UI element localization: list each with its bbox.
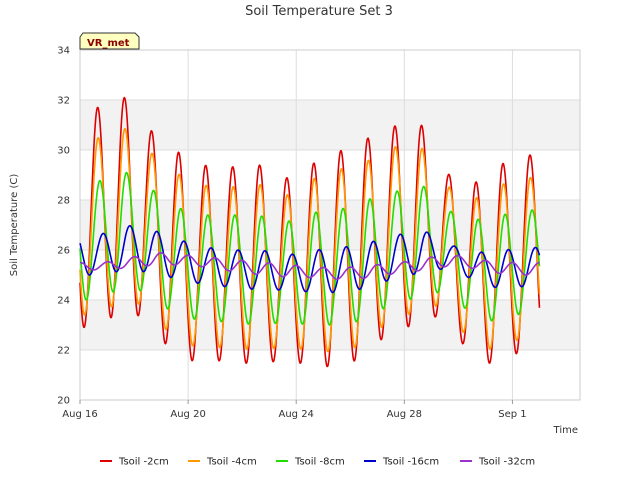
y-tick-label: 32 — [57, 96, 70, 107]
y-tick-label: 30 — [57, 146, 70, 157]
series-line — [79, 171, 541, 326]
plot-band — [80, 100, 580, 150]
series-line — [79, 127, 541, 353]
legend: Tsoil -2cm Tsoil -4cm Tsoil -8cm Tsoil -16c… — [100, 457, 535, 468]
series-line — [79, 224, 541, 294]
plot-band — [80, 200, 580, 250]
station-badge-box — [79, 32, 140, 50]
x-tick-label: Aug 28 — [387, 409, 422, 420]
station-badge-text: VR_met — [87, 38, 130, 49]
y-tick-label: 26 — [57, 246, 70, 257]
legend-label: Tsoil -4cm — [206, 457, 257, 468]
y-tick-label: 34 — [57, 46, 70, 57]
series-layer — [79, 96, 541, 368]
y-tick-label: 20 — [57, 396, 70, 407]
y-axis-ticks: 20 22 24 26 28 30 32 34 — [57, 46, 70, 407]
y-tick-label: 28 — [57, 196, 70, 207]
x-tick-label: Aug 20 — [170, 409, 205, 420]
plot-frame — [79, 49, 581, 401]
plot-background-bands — [80, 50, 580, 400]
series-line — [79, 252, 540, 280]
x-axis-label: Time — [553, 425, 578, 436]
plot-border — [79, 49, 581, 401]
x-tick-label: Sep 1 — [498, 409, 526, 420]
plot-band — [80, 350, 580, 400]
legend-label: Tsoil -32cm — [478, 457, 535, 468]
y-tick-label: 22 — [57, 346, 70, 357]
plot-band — [80, 150, 580, 200]
x-axis-ticks: Aug 16 Aug 20 Aug 24 Aug 28 Sep 1 — [62, 400, 527, 420]
x-tick-label: Aug 16 — [62, 409, 97, 420]
y-axis-label: Soil Temperature (C) — [9, 174, 20, 277]
legend-label: Tsoil -8cm — [294, 457, 345, 468]
x-tick-label: Aug 24 — [278, 409, 313, 420]
y-tick-label: 24 — [57, 296, 70, 307]
plot-band — [80, 50, 580, 100]
station-badge: VR_met — [79, 32, 140, 50]
legend-label: Tsoil -16cm — [382, 457, 439, 468]
chart-title: Soil Temperature Set 3 — [245, 4, 393, 19]
legend-label: Tsoil -2cm — [118, 457, 169, 468]
